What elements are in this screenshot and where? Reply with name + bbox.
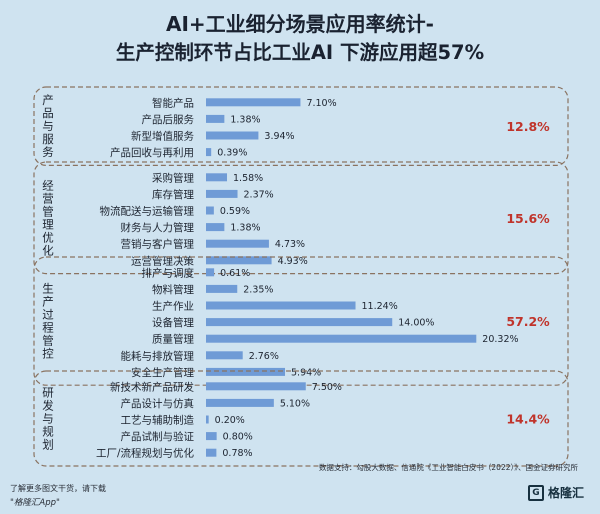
bar (206, 206, 214, 215)
group-border (33, 161, 569, 275)
footer-download-hint: 了解更多图文干货，请下载 (10, 484, 106, 493)
bar (206, 367, 286, 376)
value-label: 1.38% (230, 114, 260, 125)
category-label: 安全生产管理 (131, 366, 194, 379)
value-label: 2.35% (243, 284, 273, 295)
group-name: 研发与规划 (42, 386, 54, 452)
value-label: 0.39% (217, 148, 247, 159)
group-name: 产品与服务 (42, 93, 54, 159)
value-label: 2.37% (244, 189, 274, 200)
value-label: 1.58% (233, 173, 263, 184)
category-label: 物流配送与运输管理 (100, 205, 195, 218)
group-name: 经营管理优化 (42, 178, 54, 257)
bar (206, 382, 306, 391)
bar (206, 432, 217, 441)
bar (206, 98, 301, 107)
category-label: 产品后服务 (142, 113, 195, 126)
category-label: 产品试制与验证 (121, 430, 195, 443)
value-label: 3.94% (264, 131, 294, 142)
value-label: 0.61% (220, 268, 250, 279)
category-label: 物料管理 (152, 283, 194, 296)
bar (206, 398, 274, 407)
source-note: 数据支持：勾股大数据、信通院《工业智能白皮书（2022）》、国金证券研究所 (318, 463, 578, 472)
category-label: 产品回收与再利用 (110, 146, 194, 159)
category-label: 生产作业 (152, 300, 194, 313)
group-share: 14.4% (506, 412, 550, 427)
chart-title-line2: 生产控制环节占比工业AI 下游应用超57% (115, 41, 485, 64)
group-share: 15.6% (506, 211, 550, 226)
value-label: 20.32% (482, 334, 518, 345)
logo-icon: G (527, 484, 544, 501)
value-label: 0.78% (222, 448, 252, 459)
category-label: 设备管理 (152, 316, 194, 329)
category-label: 新型增值服务 (131, 130, 194, 143)
bar (206, 189, 238, 198)
bar (206, 351, 243, 360)
category-label: 能耗与排放管理 (121, 349, 195, 362)
category-label: 运营管理决策 (131, 254, 194, 267)
bar (206, 239, 269, 248)
group-share: 57.2% (506, 314, 550, 329)
value-label: 1.38% (230, 223, 260, 234)
bar (206, 256, 272, 265)
group-border (33, 86, 569, 167)
category-label: 排产与调度 (142, 266, 195, 279)
group-border (33, 370, 569, 467)
category-label: 智能产品 (152, 96, 194, 109)
category-label: 工艺与辅助制造 (121, 414, 195, 427)
category-label: 工厂/流程规划与优化 (96, 447, 195, 460)
bar (206, 114, 225, 123)
chart-title-line1: AI+工业细分场景应用率统计- (166, 12, 434, 36)
category-label: 采购管理 (152, 171, 194, 184)
category-label: 营销与客户管理 (121, 238, 195, 251)
bar (206, 448, 217, 457)
value-label: 0.80% (223, 432, 253, 443)
category-label: 库存管理 (152, 188, 194, 201)
value-label: 7.50% (312, 382, 342, 393)
value-label: 4.73% (275, 239, 305, 250)
bar (206, 268, 215, 277)
value-label: 2.76% (249, 351, 279, 362)
bar (206, 301, 356, 310)
category-label: 新技术新产品研发 (110, 380, 194, 393)
value-label: 7.10% (306, 98, 336, 109)
bar (206, 284, 238, 293)
value-label: 14.00% (398, 318, 434, 329)
value-label: 11.24% (362, 301, 398, 312)
bar (206, 334, 477, 343)
bar (206, 131, 259, 140)
bar (206, 223, 225, 232)
group-share: 12.8% (506, 119, 550, 134)
brand-logo: G 格隆汇 (527, 484, 584, 501)
value-label: 5.94% (291, 367, 321, 378)
logo-text: 格隆汇 (547, 486, 584, 500)
group-name: 生产过程管控 (42, 282, 54, 361)
bar (206, 415, 209, 424)
value-label: 5.10% (280, 398, 310, 409)
value-label: 0.20% (215, 415, 245, 426)
bar (206, 148, 212, 157)
value-label: 0.59% (220, 206, 250, 217)
category-label: 质量管理 (152, 333, 194, 346)
bar (206, 173, 228, 182)
category-label: 产品设计与仿真 (121, 397, 195, 410)
footer-app-name: "格隆汇App" (10, 498, 60, 508)
value-label: 4.93% (278, 256, 308, 267)
category-label: 财务与人力管理 (121, 221, 195, 234)
bar (206, 318, 393, 327)
